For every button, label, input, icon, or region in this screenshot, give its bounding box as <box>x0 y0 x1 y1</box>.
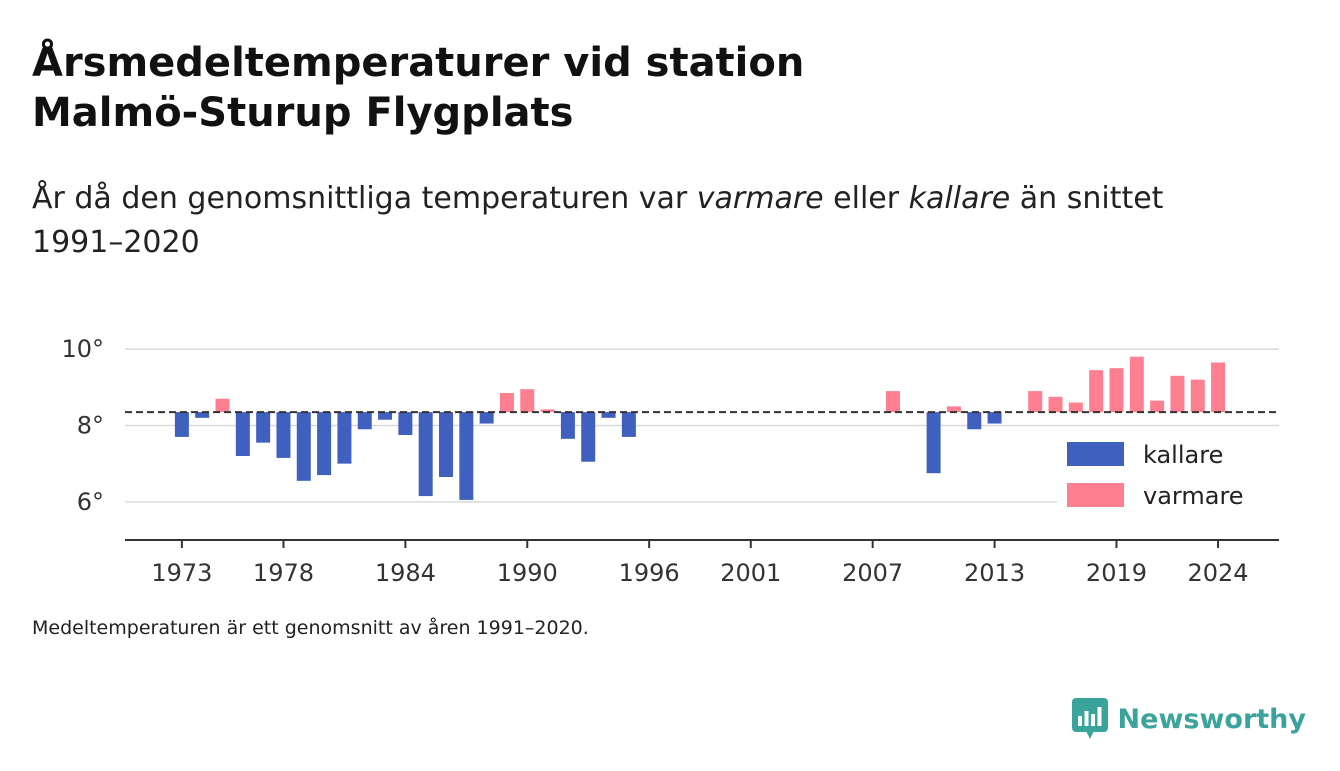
bar-colder <box>195 412 210 418</box>
x-tick-label: 2001 <box>720 559 781 587</box>
x-tick-label: 1984 <box>375 559 436 587</box>
bar-colder <box>174 412 189 437</box>
bar-colder <box>378 412 393 420</box>
x-tick-label: 1973 <box>151 559 212 587</box>
bar-warmer <box>885 391 900 413</box>
bar-colder <box>459 412 474 500</box>
bar-colder <box>581 412 596 462</box>
bar-warmer <box>520 389 535 413</box>
bar-colder <box>276 412 291 458</box>
x-tick-label: 2024 <box>1188 559 1249 587</box>
temperature-bar-chart: 10° 8° 6° kallare varmare 1973 1978 1984 1990 199… <box>61 335 1279 587</box>
title-line-1: Årsmedeltemperaturer vid station <box>32 40 805 86</box>
bar-warmer <box>215 398 230 413</box>
bar-colder <box>235 412 250 456</box>
bar-colder <box>926 412 941 474</box>
x-tick-label: 1990 <box>497 559 558 587</box>
bar-warmer <box>1129 356 1144 413</box>
bar-warmer <box>1089 370 1104 413</box>
subtitle-pre: År då den genomsnittliga temperaturen va… <box>32 181 697 216</box>
bar-warmer <box>499 393 514 413</box>
bar-colder <box>621 412 636 437</box>
x-tick-label: 1996 <box>619 559 680 587</box>
bar-colder <box>560 412 575 439</box>
bar-colder <box>967 412 982 430</box>
y-tick-label: 10° <box>61 335 104 363</box>
brand-name: Newsworthy <box>1117 703 1306 735</box>
y-tick-label: 8° <box>77 411 104 439</box>
bar-warmer <box>540 409 555 413</box>
bar-warmer <box>1028 391 1043 413</box>
bar-colder <box>398 412 413 435</box>
legend-swatch-varmare <box>1067 483 1124 507</box>
bar-warmer <box>1211 362 1226 413</box>
subtitle-mid: eller <box>823 181 909 216</box>
x-tick-label: 2007 <box>842 559 903 587</box>
bar-colder <box>337 412 352 464</box>
bar-warmer <box>1190 379 1205 413</box>
chart-subtitle: År då den genomsnittliga temperaturen va… <box>32 177 1232 265</box>
bar-colder <box>439 412 454 477</box>
chart-caption: Medeltemperaturen är ett genomsnitt av å… <box>32 617 589 639</box>
bar-warmer <box>1170 375 1185 413</box>
bar-warmer <box>1068 402 1083 413</box>
bar-colder <box>601 412 616 418</box>
subtitle-colder: kallare <box>908 181 1011 216</box>
bar-colder <box>317 412 332 476</box>
x-tick-label: 2019 <box>1086 559 1147 587</box>
newsworthy-brand: Newsworthy <box>1071 698 1306 740</box>
newsworthy-logo-icon <box>1071 698 1108 739</box>
bar-colder <box>357 412 372 430</box>
bar-colder <box>987 412 1002 424</box>
bar-colder <box>479 412 494 424</box>
y-tick-label: 6° <box>77 488 104 516</box>
title-line-2: Malmö-Sturup Flygplats <box>32 90 574 136</box>
bar-colder <box>296 412 311 481</box>
bar-warmer <box>946 406 961 413</box>
legend-swatch-kallare <box>1067 442 1124 466</box>
bar-colder <box>256 412 271 443</box>
legend-label-varmare: varmare <box>1143 482 1244 510</box>
bar-warmer <box>1150 400 1165 413</box>
bar-warmer <box>1048 396 1063 413</box>
x-tick-label: 1978 <box>253 559 314 587</box>
subtitle-post: än snittet 1991–2020 <box>32 181 1164 260</box>
bar-colder <box>418 412 433 497</box>
x-tick-label: 2013 <box>964 559 1025 587</box>
subtitle-warmer: varmare <box>696 181 824 216</box>
legend-label-kallare: kallare <box>1143 441 1223 469</box>
bar-warmer <box>1109 368 1124 413</box>
chart-title: Årsmedeltemperaturer vid station Malmö-S… <box>32 38 1032 138</box>
